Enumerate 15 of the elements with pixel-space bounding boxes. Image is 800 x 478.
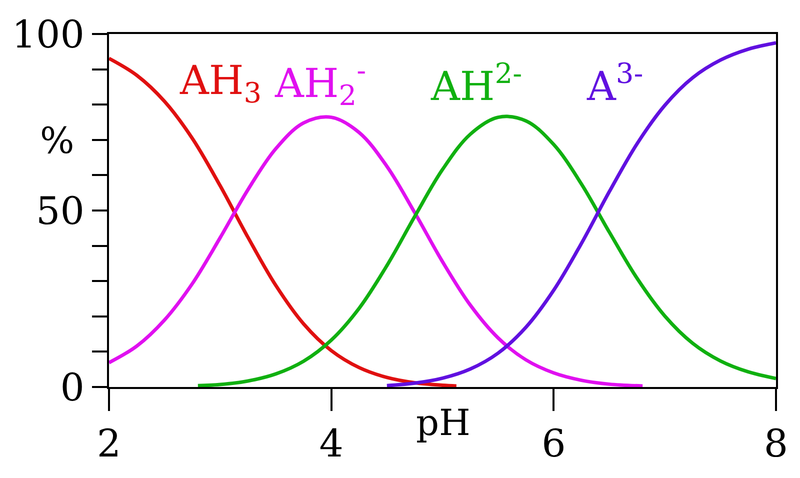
x-tick-label: 8 (764, 422, 788, 466)
x-tick-label: 6 (542, 422, 566, 466)
x-tick-label: 4 (319, 422, 344, 466)
series-label: AH$^{2-}$ (430, 57, 522, 110)
line-series (385, 41, 776, 387)
y-tick-label: 50 (36, 188, 84, 233)
x-tick-label: 2 (96, 422, 122, 466)
y-tick-label: 100 (12, 12, 84, 56)
y-tick-label: 0 (60, 365, 84, 410)
line-series (109, 115, 644, 387)
series-label: A$^{3-}$ (586, 57, 644, 110)
series-label: AH$_{3}$ (179, 58, 262, 110)
line-series (196, 114, 776, 387)
x-axis-title: pH (416, 403, 470, 444)
y-axis-title: % (40, 121, 74, 162)
